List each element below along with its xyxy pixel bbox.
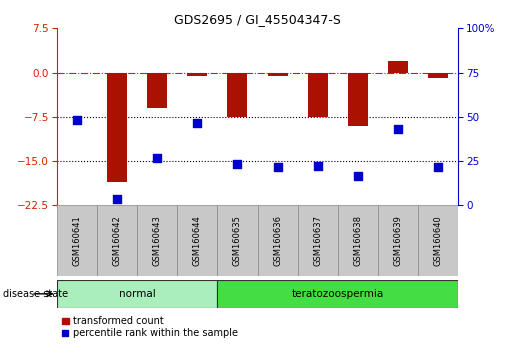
Bar (308, 73, 328, 117)
Bar (268, 73, 287, 75)
Bar (378, 205, 418, 276)
Text: GSM160637: GSM160637 (313, 215, 322, 266)
Bar (147, 73, 167, 108)
Text: GSM160643: GSM160643 (152, 215, 162, 266)
Text: disease state: disease state (3, 289, 67, 299)
Text: teratozoospermia: teratozoospermia (291, 289, 384, 299)
Point (113, 196, 121, 202)
Text: GSM160644: GSM160644 (193, 215, 202, 266)
Bar (57, 280, 217, 308)
Bar (97, 205, 137, 276)
Bar (217, 280, 458, 308)
Bar (107, 73, 127, 182)
Point (314, 163, 322, 169)
Point (394, 126, 402, 131)
Text: GSM160641: GSM160641 (72, 215, 81, 266)
Text: GSM160639: GSM160639 (393, 215, 403, 266)
Point (73, 117, 81, 122)
Legend: transformed count, percentile rank within the sample: transformed count, percentile rank withi… (61, 316, 238, 338)
Bar (57, 205, 97, 276)
Point (273, 164, 282, 170)
Text: GSM160635: GSM160635 (233, 215, 242, 266)
Bar (348, 73, 368, 126)
Text: GSM160636: GSM160636 (273, 215, 282, 266)
Bar (298, 205, 338, 276)
Title: GDS2695 / GI_45504347-S: GDS2695 / GI_45504347-S (174, 13, 341, 26)
Bar (187, 73, 208, 75)
Text: GSM160640: GSM160640 (434, 215, 443, 266)
Point (233, 161, 242, 167)
Bar (137, 205, 177, 276)
Point (434, 164, 442, 170)
Bar (388, 61, 408, 73)
Bar (217, 205, 258, 276)
Point (354, 173, 362, 179)
Text: normal: normal (118, 289, 156, 299)
Text: GSM160638: GSM160638 (353, 215, 363, 266)
Point (153, 155, 161, 161)
Bar (418, 205, 458, 276)
Bar (258, 205, 298, 276)
Point (193, 120, 201, 126)
Bar (428, 73, 448, 79)
Bar (177, 205, 217, 276)
Bar (338, 205, 378, 276)
Bar (228, 73, 248, 117)
Text: GSM160642: GSM160642 (112, 215, 122, 266)
